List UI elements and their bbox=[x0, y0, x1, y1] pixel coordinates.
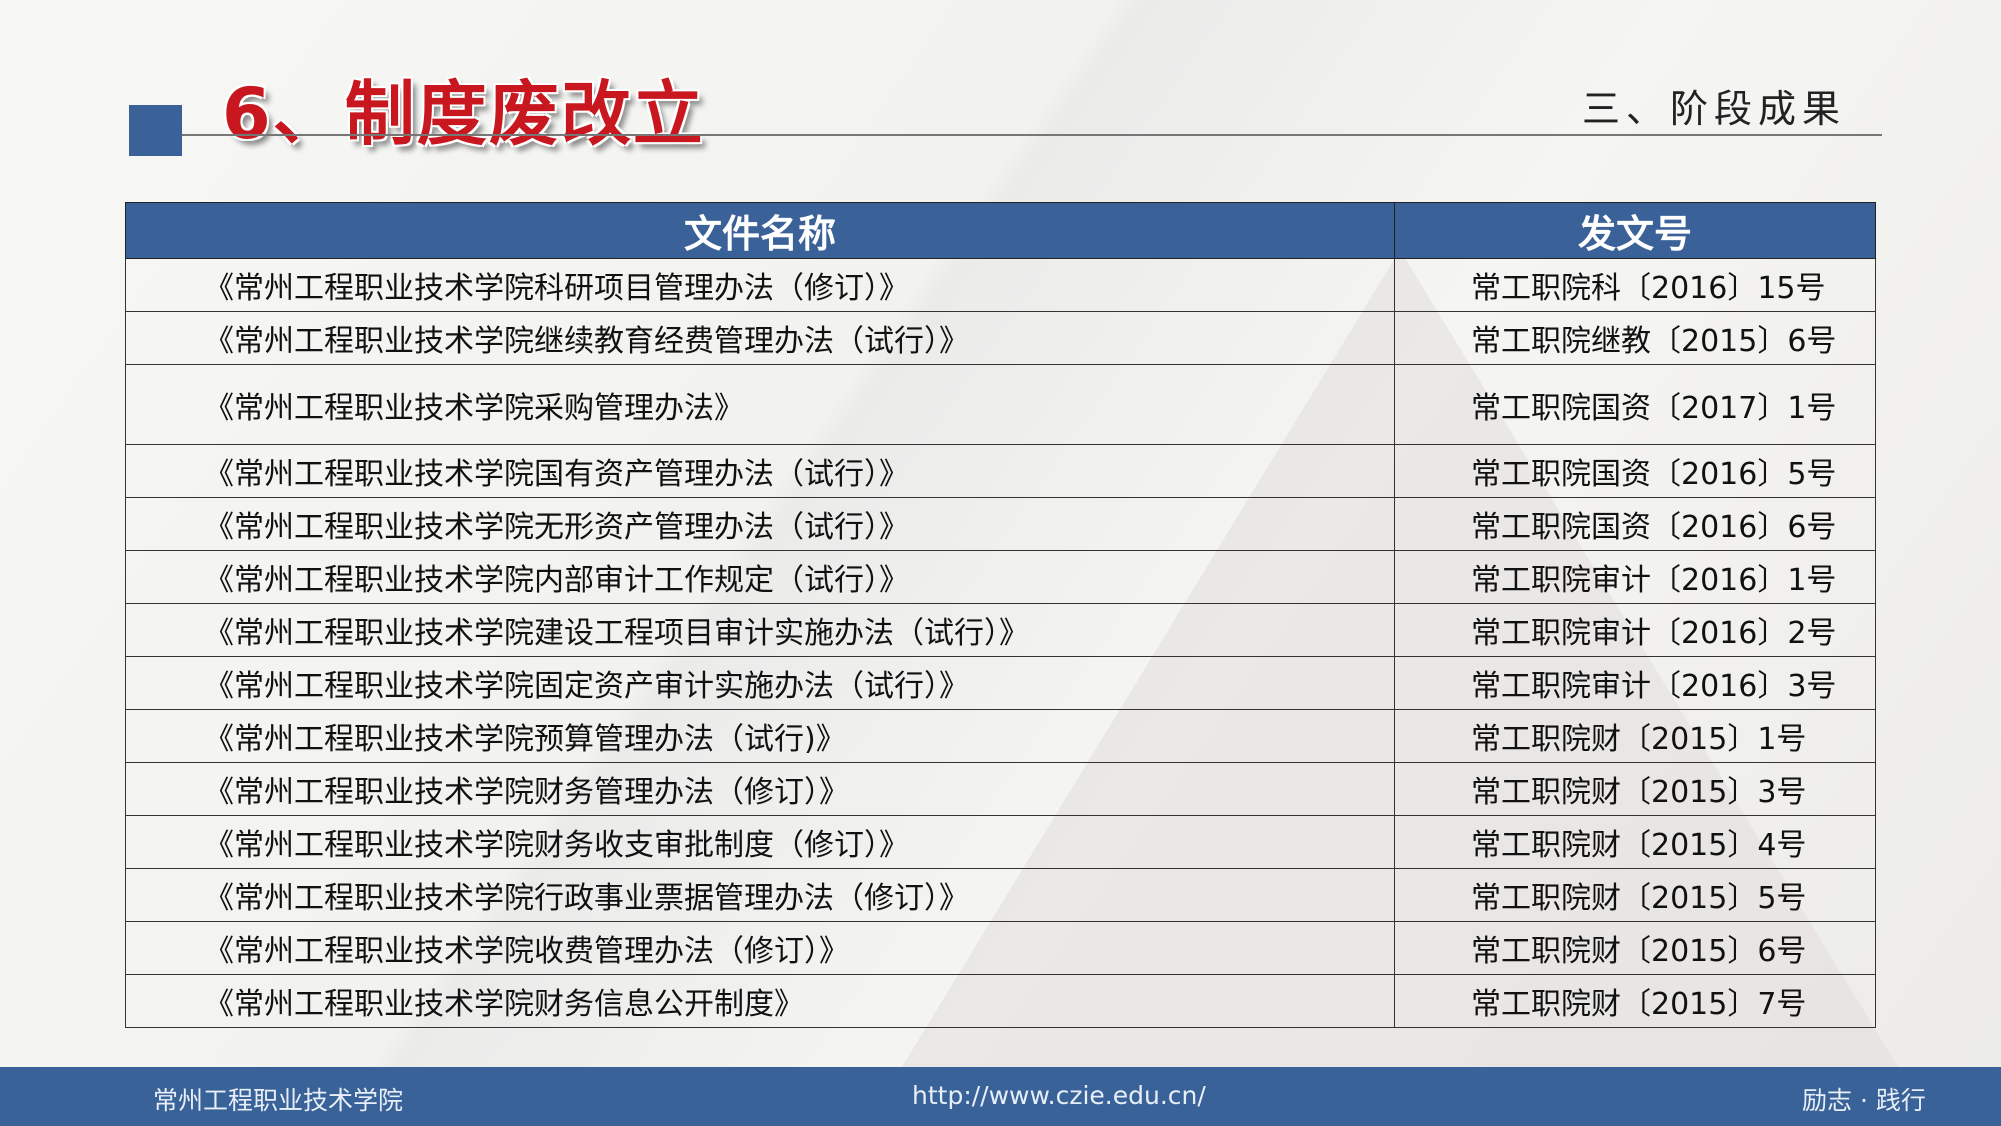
table-row: 《常州工程职业技术学院行政事业票据管理办法（修订）》 常工职院财〔2015〕5号 bbox=[125, 868, 1876, 922]
document-name-cell: 《常州工程职业技术学院财务管理办法（修订）》 bbox=[125, 762, 1395, 816]
document-number-cell: 常工职院审计〔2016〕2号 bbox=[1394, 603, 1876, 657]
document-name-cell: 《常州工程职业技术学院预算管理办法（试行)》 bbox=[125, 709, 1395, 763]
document-number-cell: 常工职院国资〔2016〕6号 bbox=[1394, 497, 1876, 551]
table-row: 《常州工程职业技术学院预算管理办法（试行)》 常工职院财〔2015〕1号 bbox=[125, 709, 1876, 763]
table-header-row: 文件名称 发文号 bbox=[125, 202, 1876, 259]
document-name-cell: 《常州工程职业技术学院建设工程项目审计实施办法（试行）》 bbox=[125, 603, 1395, 657]
document-number-cell: 常工职院财〔2015〕7号 bbox=[1394, 974, 1876, 1028]
table-row: 《常州工程职业技术学院财务信息公开制度》 常工职院财〔2015〕7号 bbox=[125, 974, 1876, 1028]
table-row: 《常州工程职业技术学院继续教育经费管理办法（试行）》 常工职院继教〔2015〕6号 bbox=[125, 311, 1876, 365]
document-name-cell: 《常州工程职业技术学院继续教育经费管理办法（试行）》 bbox=[125, 311, 1395, 365]
document-number-cell: 常工职院国资〔2016〕5号 bbox=[1394, 444, 1876, 498]
title-divider bbox=[182, 134, 1882, 136]
footer-bar: 常州工程职业技术学院 http://www.czie.edu.cn/ 励志 · … bbox=[0, 1067, 2001, 1126]
table-row: 《常州工程职业技术学院国有资产管理办法（试行）》 常工职院国资〔2016〕5号 bbox=[125, 444, 1876, 498]
document-name-cell: 《常州工程职业技术学院收费管理办法（修订）》 bbox=[125, 921, 1395, 975]
footer-school: 常州工程职业技术学院 bbox=[153, 1086, 404, 1115]
table-row: 《常州工程职业技术学院无形资产管理办法（试行）》 常工职院国资〔2016〕6号 bbox=[125, 497, 1876, 551]
document-name-cell: 《常州工程职业技术学院行政事业票据管理办法（修订）》 bbox=[125, 868, 1395, 922]
document-name-cell: 《常州工程职业技术学院国有资产管理办法（试行）》 bbox=[125, 444, 1395, 498]
table-row: 《常州工程职业技术学院建设工程项目审计实施办法（试行）》 常工职院审计〔2016〕… bbox=[125, 603, 1876, 657]
section-label: 三、阶段成果 bbox=[1582, 87, 1847, 131]
table-row: 《常州工程职业技术学院内部审计工作规定（试行）》 常工职院审计〔2016〕1号 bbox=[125, 550, 1876, 604]
document-number-cell: 常工职院财〔2015〕4号 bbox=[1394, 815, 1876, 869]
table-row: 《常州工程职业技术学院财务管理办法（修订）》 常工职院财〔2015〕3号 bbox=[125, 762, 1876, 816]
table-row: 《常州工程职业技术学院财务收支审批制度（修订）》 常工职院财〔2015〕4号 bbox=[125, 815, 1876, 869]
title-accent-square bbox=[129, 105, 182, 156]
documents-table: 文件名称 发文号 《常州工程职业技术学院科研项目管理办法（修订）》 常工职院科〔2… bbox=[125, 202, 1876, 1028]
document-name-cell: 《常州工程职业技术学院内部审计工作规定（试行）》 bbox=[125, 550, 1395, 604]
column-header-number: 发文号 bbox=[1394, 202, 1876, 259]
table-row: 《常州工程职业技术学院采购管理办法》 常工职院国资〔2017〕1号 bbox=[125, 364, 1876, 445]
footer-url[interactable]: http://www.czie.edu.cn/ bbox=[912, 1081, 1206, 1110]
table-row: 《常州工程职业技术学院收费管理办法（修订）》 常工职院财〔2015〕6号 bbox=[125, 921, 1876, 975]
document-number-cell: 常工职院继教〔2015〕6号 bbox=[1394, 311, 1876, 365]
column-header-name: 文件名称 bbox=[125, 202, 1395, 259]
document-number-cell: 常工职院财〔2015〕1号 bbox=[1394, 709, 1876, 763]
footer-motto: 励志 · 践行 bbox=[1802, 1086, 1926, 1115]
document-name-cell: 《常州工程职业技术学院财务收支审批制度（修订）》 bbox=[125, 815, 1395, 869]
document-number-cell: 常工职院国资〔2017〕1号 bbox=[1394, 364, 1876, 445]
document-name-cell: 《常州工程职业技术学院无形资产管理办法（试行）》 bbox=[125, 497, 1395, 551]
document-number-cell: 常工职院科〔2016〕15号 bbox=[1394, 258, 1876, 312]
document-name-cell: 《常州工程职业技术学院采购管理办法》 bbox=[125, 364, 1395, 445]
document-name-cell: 《常州工程职业技术学院科研项目管理办法（修订）》 bbox=[125, 258, 1395, 312]
document-number-cell: 常工职院财〔2015〕3号 bbox=[1394, 762, 1876, 816]
page-title: 6、制度废改立 bbox=[222, 73, 705, 155]
document-number-cell: 常工职院财〔2015〕5号 bbox=[1394, 868, 1876, 922]
document-name-cell: 《常州工程职业技术学院固定资产审计实施办法（试行）》 bbox=[125, 656, 1395, 710]
document-name-cell: 《常州工程职业技术学院财务信息公开制度》 bbox=[125, 974, 1395, 1028]
document-number-cell: 常工职院审计〔2016〕1号 bbox=[1394, 550, 1876, 604]
document-number-cell: 常工职院财〔2015〕6号 bbox=[1394, 921, 1876, 975]
table-row: 《常州工程职业技术学院科研项目管理办法（修订）》 常工职院科〔2016〕15号 bbox=[125, 258, 1876, 312]
document-number-cell: 常工职院审计〔2016〕3号 bbox=[1394, 656, 1876, 710]
table-row: 《常州工程职业技术学院固定资产审计实施办法（试行）》 常工职院审计〔2016〕3号 bbox=[125, 656, 1876, 710]
